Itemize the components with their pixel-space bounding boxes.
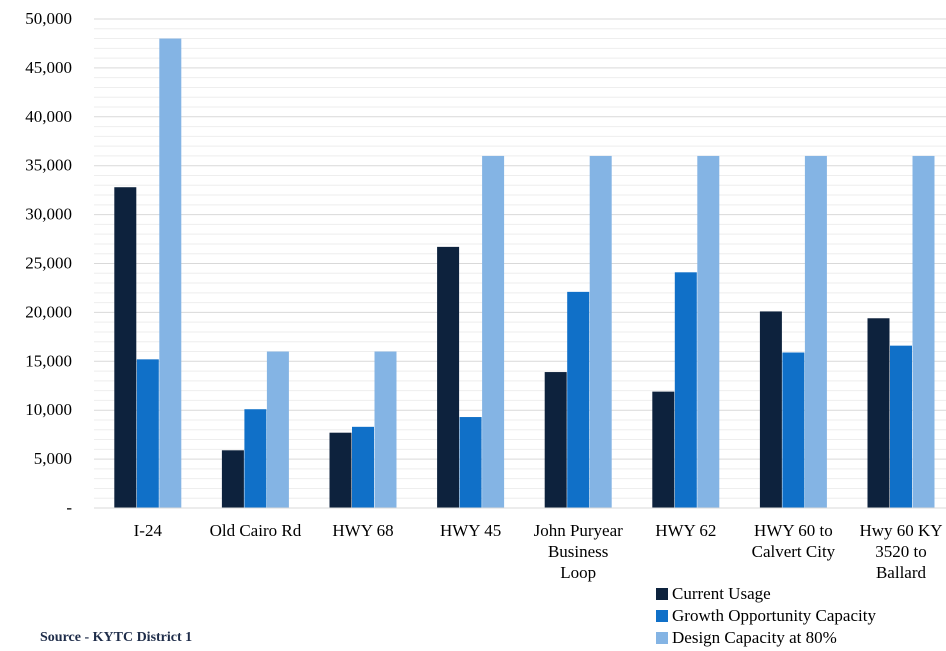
y-tick-label: 50,000 <box>25 9 72 28</box>
x-tick-label: I-24 <box>134 521 163 540</box>
legend-label: Design Capacity at 80% <box>672 628 837 647</box>
y-tick-label: - <box>66 498 72 517</box>
bar-growth-opportunity-capacity <box>674 272 697 508</box>
x-tick-label: HWY 60 to Calvert City <box>752 521 836 561</box>
bar-design-capacity-at-80- <box>697 155 720 509</box>
bar-design-capacity-at-80- <box>589 155 612 509</box>
legend-label: Current Usage <box>672 584 771 603</box>
x-tick-label: HWY 68 <box>332 521 393 540</box>
y-tick-label: 35,000 <box>25 156 72 175</box>
bar-current-usage <box>652 391 675 508</box>
bar-design-capacity-at-80- <box>159 38 182 509</box>
bar-growth-opportunity-capacity <box>136 359 159 508</box>
x-tick-label: Old Cairo Rd <box>210 521 302 540</box>
bar-growth-opportunity-capacity <box>244 409 267 508</box>
source-note: Source - KYTC District 1 <box>40 630 193 645</box>
y-axis: - 5,000 10,000 15,000 20,000 25,000 30,000 35,0… <box>25 9 72 517</box>
y-tick-label: 45,000 <box>25 58 72 77</box>
bar-current-usage <box>114 187 137 508</box>
bar-design-capacity-at-80- <box>266 351 289 508</box>
x-axis: I-24 Old Cairo Rd HWY 68 HWY 45 John Puryear… <box>94 507 946 582</box>
y-tick-label: 40,000 <box>25 107 72 126</box>
y-tick-label: 5,000 <box>34 449 72 468</box>
y-tick-label: 25,000 <box>25 254 72 273</box>
bars <box>114 38 935 509</box>
legend: Current Usage Growth Opportunity Capacit… <box>656 583 876 649</box>
bar-design-capacity-at-80- <box>482 155 505 509</box>
bar-current-usage <box>867 318 890 508</box>
y-tick-label: 10,000 <box>25 400 72 419</box>
y-tick-label: 30,000 <box>25 205 72 224</box>
bar-current-usage <box>329 432 352 508</box>
legend-swatch <box>656 632 668 644</box>
y-tick-label: 15,000 <box>25 351 72 370</box>
bar-growth-opportunity-capacity <box>352 426 374 508</box>
legend-item-design-capacity: Design Capacity at 80% <box>656 627 876 649</box>
legend-swatch <box>656 588 668 600</box>
bar-design-capacity-at-80- <box>804 155 827 509</box>
legend-label: Growth Opportunity Capacity <box>672 606 876 625</box>
bar-growth-opportunity-capacity <box>567 291 590 508</box>
bar-design-capacity-at-80- <box>374 351 397 508</box>
bar-current-usage <box>759 311 782 508</box>
y-tick-label: 20,000 <box>25 302 72 321</box>
x-tick-label: HWY 45 <box>440 521 501 540</box>
legend-item-current-usage: Current Usage <box>656 583 876 605</box>
x-tick-label: HWY 62 <box>655 521 716 540</box>
legend-item-growth-capacity: Growth Opportunity Capacity <box>656 605 876 627</box>
bar-growth-opportunity-capacity <box>890 345 912 508</box>
bar-current-usage <box>437 246 460 508</box>
bar-design-capacity-at-80- <box>912 155 935 509</box>
x-tick-label: John Puryear Business Loop <box>534 521 624 582</box>
bar-current-usage <box>544 372 567 508</box>
bar-growth-opportunity-capacity <box>459 417 482 508</box>
x-tick-label: Hwy 60 KY 3520 to Ballard <box>859 521 942 582</box>
bar-current-usage <box>221 450 244 508</box>
bar-growth-opportunity-capacity <box>782 352 805 508</box>
legend-swatch <box>656 610 668 622</box>
